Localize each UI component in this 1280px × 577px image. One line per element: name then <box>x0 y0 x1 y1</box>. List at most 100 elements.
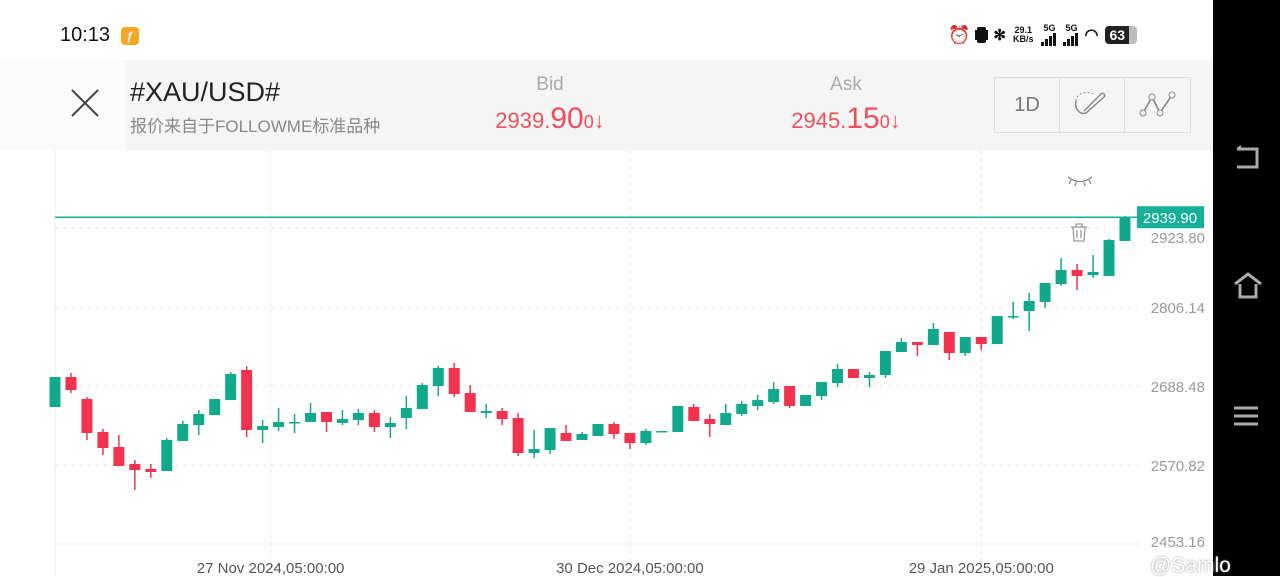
candle <box>975 336 987 351</box>
candle-body <box>879 351 891 375</box>
candle-body <box>688 407 700 421</box>
candle <box>464 384 476 412</box>
down-arrow-icon: ↓ <box>593 108 605 133</box>
candle <box>241 365 253 437</box>
candle <box>816 382 828 401</box>
candle <box>289 413 301 433</box>
candle-body <box>177 423 189 441</box>
candle <box>576 431 588 440</box>
signal-sim2-icon: 5G <box>1062 24 1078 46</box>
y-axis-tick-label: 2453.16 <box>1151 534 1205 551</box>
back-icon[interactable] <box>1233 145 1261 171</box>
candle-body <box>1071 269 1083 277</box>
battery-icon: 63 <box>1105 26 1138 44</box>
status-icons: ⏰ ✻ 29.1 KB/s 5G 5G ◠ 63 <box>948 24 1138 46</box>
candle-body <box>1007 316 1019 318</box>
candle <box>528 429 540 459</box>
candle <box>512 412 524 457</box>
candle <box>608 421 620 439</box>
candle <box>416 383 428 410</box>
candle-body <box>608 423 620 435</box>
candle-body <box>736 403 748 414</box>
candle-body <box>145 468 157 473</box>
network-speed-unit: KB/s <box>1013 34 1034 44</box>
candle <box>225 372 237 401</box>
bid-price-prefix: 2939. <box>495 108 551 133</box>
candle-body <box>895 342 907 353</box>
candle-body <box>768 389 780 402</box>
y-axis-tick-label: 2688.48 <box>1151 379 1205 396</box>
candle <box>336 410 348 426</box>
candle-body <box>991 316 1003 345</box>
candle-body <box>528 449 540 454</box>
close-icon[interactable] <box>68 86 102 120</box>
candle <box>257 419 269 443</box>
candle-body <box>1023 300 1035 311</box>
candle-body <box>592 423 604 437</box>
candle-body <box>241 370 253 430</box>
candle-body <box>911 342 923 345</box>
candle <box>81 397 93 440</box>
candle-body <box>1055 269 1067 285</box>
candle-body <box>273 421 285 428</box>
candle-body <box>193 413 205 426</box>
candle <box>704 413 716 437</box>
menu-icon[interactable] <box>1233 405 1259 427</box>
ask-price: 2945.150↓ <box>784 102 908 136</box>
candle <box>400 395 412 429</box>
candle <box>895 337 907 353</box>
candle-body <box>816 382 828 396</box>
candle <box>113 435 125 467</box>
candle <box>768 382 780 404</box>
network-speed: 29.1 KB/s <box>1013 26 1034 44</box>
home-icon[interactable] <box>1233 272 1263 300</box>
candle <box>1055 258 1067 287</box>
current-price-label: 2939.90 <box>1143 210 1197 227</box>
candle-body <box>704 419 716 424</box>
candle-body <box>560 432 572 441</box>
y-axis-tick-label: 2806.14 <box>1151 300 1205 317</box>
candle <box>640 428 652 446</box>
candle-body <box>832 369 844 384</box>
candle <box>305 402 317 422</box>
candle-body <box>384 422 396 428</box>
candle-body <box>959 336 971 354</box>
hide-eye-icon[interactable] <box>1067 176 1093 187</box>
candle <box>560 425 572 441</box>
candle-body <box>65 376 77 391</box>
candle <box>879 351 891 379</box>
candle-body <box>161 439 173 471</box>
candle <box>384 417 396 438</box>
drawing-tool-button[interactable] <box>1060 78 1125 132</box>
candle <box>991 316 1003 345</box>
candle <box>927 323 939 345</box>
timeframe-button[interactable]: 1D <box>995 78 1060 132</box>
bid-price-pips: 90 <box>550 102 584 135</box>
indicator-button[interactable] <box>1125 78 1190 132</box>
candle-body <box>576 434 588 440</box>
candle <box>752 394 764 411</box>
candle <box>145 464 157 478</box>
wifi-icon: ◠ <box>1084 27 1099 44</box>
candle <box>800 394 812 407</box>
candle <box>848 369 859 379</box>
bid-price-suffix: 0 <box>583 112 594 132</box>
candle <box>1119 215 1131 241</box>
candle-body <box>129 464 141 470</box>
candle-body <box>512 418 524 454</box>
candle-body <box>448 368 460 394</box>
candle-body <box>975 336 987 345</box>
candle <box>544 428 556 455</box>
candle <box>1039 282 1051 308</box>
down-arrow-icon: ↓ <box>889 108 901 133</box>
candle-body <box>400 408 412 419</box>
candle <box>959 336 971 356</box>
watermark: @Samlo <box>1150 554 1231 577</box>
trash-icon[interactable] <box>1071 223 1087 242</box>
candlestick-chart[interactable]: 2923.80 2806.14 2688.48 2570.82 2453.16 27 No… <box>0 150 1213 576</box>
candle-body <box>464 392 476 412</box>
quote-header: #XAU/USD# 报价来自于FOLLOWME标准品种 Bid 2939.900… <box>0 60 1213 150</box>
candle <box>273 408 285 431</box>
status-bar: 10:13 ƒ ⏰ ✻ 29.1 KB/s 5G 5G ◠ 63 <box>0 0 1213 60</box>
candle-body <box>624 432 636 443</box>
